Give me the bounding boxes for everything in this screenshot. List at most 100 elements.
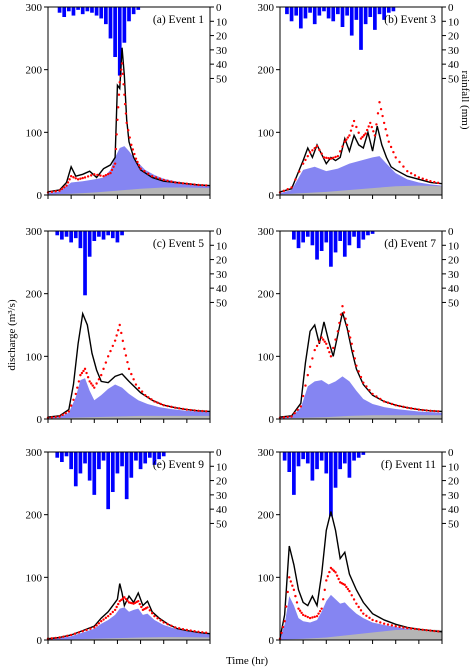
y-tick-label: 0: [37, 635, 43, 647]
panel-title: (b) Event 3: [384, 14, 436, 26]
rainfall-bar: [127, 7, 131, 22]
simulated-point: [66, 634, 69, 638]
rainfall-bar: [55, 231, 60, 236]
component-mid-area: [280, 594, 442, 640]
simulated-point: [332, 156, 335, 160]
simulated-point: [117, 602, 120, 606]
rainfall-bar: [342, 231, 347, 257]
simulated-point: [54, 636, 57, 640]
simulated-point: [332, 569, 336, 573]
simulated-point: [346, 587, 350, 591]
simulated-point: [425, 178, 428, 182]
rainfall-bar: [124, 452, 129, 500]
rainfall-bar: [312, 7, 317, 25]
simulated-point: [342, 311, 346, 314]
rainfall-bar: [282, 452, 287, 461]
simulated-point: [126, 599, 129, 602]
rainfall-bar: [366, 231, 370, 236]
rain-tick-label: 30: [448, 490, 460, 502]
simulated-point: [66, 181, 70, 184]
rainfall-bar: [292, 231, 296, 240]
y-tick-label: 0: [37, 414, 43, 426]
y-tick-label: 200: [26, 510, 43, 522]
simulated-point: [421, 177, 424, 180]
rainfall-bar: [285, 7, 289, 15]
simulated-point: [97, 378, 101, 381]
rainfall-bar: [138, 452, 143, 470]
rainfall-bar: [129, 452, 134, 478]
rainfall-bar: [340, 7, 345, 28]
simulated-point: [64, 411, 67, 415]
simulated-point: [134, 157, 138, 160]
simulated-point: [133, 152, 136, 156]
rain-tick-label: 40: [448, 504, 460, 516]
simulated-point: [193, 409, 196, 412]
simulated-point: [204, 410, 208, 413]
simulated-point: [329, 157, 333, 160]
simulated-point: [140, 390, 144, 393]
component-base-area: [280, 185, 442, 195]
rainfall-bar: [294, 7, 299, 16]
simulated-point: [115, 133, 118, 136]
simulated-point: [376, 112, 380, 115]
rainfall-bar: [106, 452, 111, 510]
simulated-point: [378, 101, 381, 104]
observed-line: [279, 511, 443, 639]
rain-tick-label: 50: [448, 73, 460, 85]
simulated-point: [332, 346, 335, 350]
simulated-point: [308, 151, 312, 154]
component-base-area: [48, 187, 210, 195]
simulated-point: [343, 583, 346, 587]
simulated-point: [73, 632, 77, 635]
rainfall-bar: [78, 231, 83, 249]
panel-frame: [47, 230, 211, 420]
simulated-point: [406, 169, 409, 173]
rainfall-bar: [120, 231, 124, 236]
rainfall-bar: [373, 7, 377, 30]
simulated-point: [371, 618, 374, 622]
simulated-point: [83, 367, 87, 371]
simulated-point: [113, 162, 117, 165]
simulated-point: [204, 184, 208, 187]
simulated-point: [181, 182, 185, 185]
simulated-point: [386, 134, 389, 137]
simulated-point: [82, 369, 85, 373]
rainfall-bar: [368, 7, 373, 18]
y-tick-label: 300: [258, 226, 275, 238]
simulated-point: [85, 371, 88, 375]
simulated-point: [77, 380, 81, 383]
simulated-point: [291, 584, 294, 587]
simulated-point: [292, 588, 296, 592]
simulated-point: [341, 305, 344, 308]
rain-tick-label: 40: [216, 59, 228, 71]
simulated-point: [355, 364, 358, 367]
simulated-point: [189, 629, 192, 632]
simulated-point: [417, 176, 421, 179]
simulated-point: [100, 373, 103, 377]
simulated-point: [201, 409, 204, 413]
simulated-point: [344, 317, 347, 320]
y-tick-label: 0: [269, 414, 275, 426]
simulated-point: [298, 609, 302, 612]
simulated-point: [375, 395, 378, 398]
simulated-point: [150, 398, 153, 401]
simulated-point: [116, 118, 119, 122]
simulated-point: [290, 186, 293, 189]
y-axis-title-left: discharge (m³/s): [6, 299, 18, 371]
simulated-point: [352, 119, 356, 123]
simulated-point: [117, 106, 120, 109]
simulated-point: [112, 165, 115, 168]
simulated-point: [336, 154, 340, 158]
simulated-point: [350, 342, 353, 345]
simulated-point: [102, 618, 105, 621]
component-mid-area: [280, 376, 442, 419]
simulated-point: [359, 609, 363, 612]
simulated-point: [127, 367, 131, 371]
simulated-point: [406, 626, 409, 630]
simulated-point: [119, 74, 122, 78]
simulated-point: [406, 406, 409, 409]
rainfall-bar: [322, 7, 326, 12]
y-tick-label: 300: [26, 447, 43, 459]
simulated-point: [131, 148, 135, 151]
simulated-point: [301, 394, 305, 398]
